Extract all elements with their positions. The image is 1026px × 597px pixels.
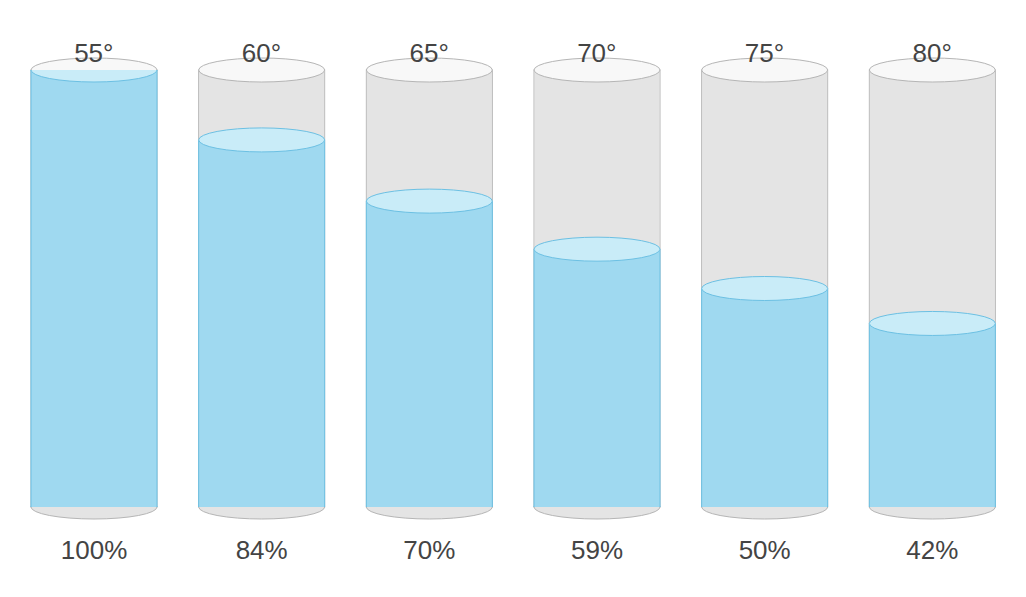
svg-text:42%: 42% [906,535,958,565]
svg-text:60°: 60° [242,38,281,68]
svg-text:55°: 55° [74,38,113,68]
svg-text:59%: 59% [571,535,623,565]
svg-text:70%: 70% [403,535,455,565]
svg-text:70°: 70° [577,38,616,68]
svg-text:80°: 80° [913,38,952,68]
svg-text:65°: 65° [410,38,449,68]
svg-text:84%: 84% [236,535,288,565]
svg-text:50%: 50% [739,535,791,565]
svg-text:100%: 100% [61,535,128,565]
svg-text:75°: 75° [745,38,784,68]
